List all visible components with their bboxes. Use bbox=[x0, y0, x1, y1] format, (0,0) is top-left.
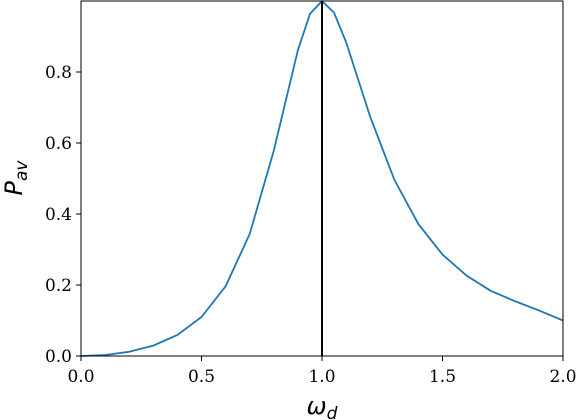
y-tick-label: 0.2 bbox=[45, 276, 72, 296]
x-tick-label: 0.0 bbox=[67, 367, 94, 387]
y-tick-label: 0.8 bbox=[45, 63, 72, 83]
y-tick-label: 0.6 bbox=[45, 134, 72, 154]
x-axis-label: ωd bbox=[307, 392, 338, 420]
y-axis-label-main: P bbox=[0, 180, 28, 195]
y-tick-label: 0.0 bbox=[45, 347, 72, 367]
y-axis-label: Pav bbox=[0, 160, 32, 196]
x-tick-label: 2.0 bbox=[549, 367, 576, 387]
y-tick-label: 0.4 bbox=[45, 205, 72, 225]
x-tick-label: 1.5 bbox=[429, 367, 456, 387]
x-tick-label: 0.5 bbox=[188, 367, 215, 387]
x-axis-label-main: ω bbox=[307, 392, 327, 420]
y-axis-label-sub: av bbox=[12, 160, 32, 181]
x-tick-label: 1.0 bbox=[308, 367, 335, 387]
x-axis-label-sub: d bbox=[327, 404, 338, 420]
plot-frame bbox=[80, 0, 564, 357]
